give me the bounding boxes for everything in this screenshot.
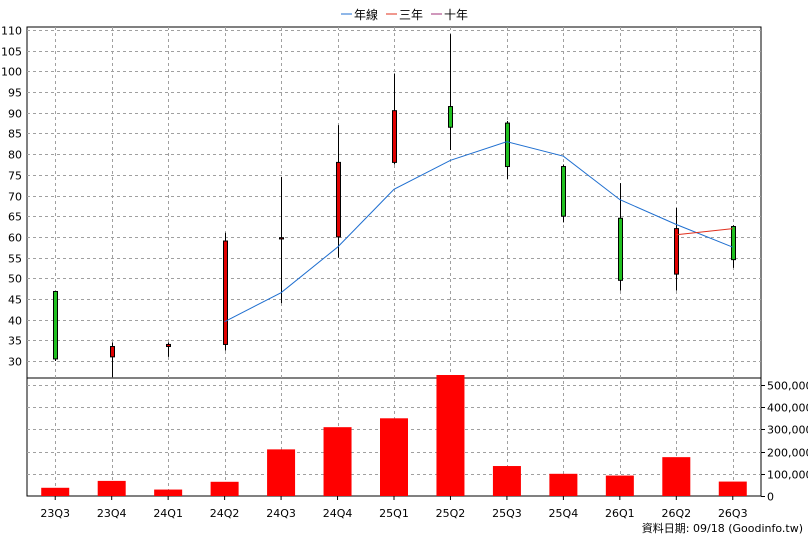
volume-bar — [267, 449, 296, 496]
price-axis: 30 35 40 45 50 55 60 65 70 75 80 85 90 95 100 105 110 — [1, 25, 22, 369]
volume-bar — [605, 475, 634, 496]
price-tick-label: 35 — [8, 335, 22, 348]
volume-bar — [210, 481, 239, 496]
x-tick-label: 24Q1 — [153, 507, 183, 520]
volume-bar — [380, 418, 408, 496]
x-tick-label: 25Q4 — [549, 507, 579, 520]
price-tick-label: 75 — [8, 170, 22, 183]
price-tick-label: 65 — [8, 211, 22, 224]
candle-body — [505, 122, 510, 168]
volume-tick-label: 400,000 — [767, 402, 808, 415]
candle-body — [448, 106, 453, 128]
volume-tick-label: 0 — [767, 491, 774, 504]
volume-bar — [41, 487, 70, 496]
price-tick-label: 95 — [8, 87, 22, 100]
x-tick-label: 26Q3 — [718, 507, 748, 520]
volume-bar — [154, 489, 183, 496]
x-tick-label: 25Q3 — [492, 507, 522, 520]
price-tick-label: 30 — [8, 356, 22, 369]
volume-bars — [41, 375, 747, 496]
price-tick-label: 70 — [8, 191, 22, 204]
x-tick-label: 25Q1 — [379, 507, 409, 520]
x-tick-label: 25Q2 — [436, 507, 466, 520]
price-tick-label: 110 — [1, 25, 22, 38]
volume-bar — [549, 473, 578, 496]
volume-bar — [97, 480, 126, 496]
volume-tick-label: 300,000 — [767, 424, 808, 437]
x-tick-label: 24Q3 — [266, 507, 296, 520]
x-tick-label: 23Q4 — [97, 507, 127, 520]
candle-body — [561, 166, 566, 217]
candle-body — [279, 237, 284, 240]
price-tick-label: 85 — [8, 128, 22, 141]
candle-body — [392, 110, 397, 163]
x-tick-label: 23Q3 — [40, 507, 70, 520]
legend-label-2: 十年 — [444, 8, 468, 22]
price-tick-label: 80 — [8, 149, 22, 162]
volume-axis: 0 100,000 200,000 300,000 400,000 500,000 — [761, 380, 808, 504]
legend: 年線 三年 十年 — [341, 7, 468, 22]
legend-label-1: 三年 — [399, 8, 423, 22]
price-tick-label: 40 — [8, 315, 22, 328]
x-tick-label: 26Q1 — [605, 507, 635, 520]
moving-average-lines — [224, 141, 733, 323]
legend-label-0: 年線 — [354, 7, 378, 22]
candle-body — [618, 217, 623, 281]
volume-tick-label: 100,000 — [767, 469, 808, 482]
candle-body — [166, 343, 171, 348]
series-line-0 — [224, 141, 733, 323]
volume-bar — [662, 457, 691, 496]
series-line-1 — [676, 228, 733, 236]
volume-bar — [492, 466, 521, 496]
price-tick-label: 60 — [8, 232, 22, 245]
price-tick-label: 100 — [1, 66, 22, 79]
x-tick-label: 24Q4 — [323, 507, 353, 520]
volume-bar — [436, 375, 465, 496]
candlesticks — [53, 34, 736, 378]
x-tick-label: 24Q2 — [210, 507, 240, 520]
candle-body — [53, 290, 58, 360]
price-tick-label: 45 — [8, 294, 22, 307]
candle-body — [674, 228, 679, 275]
x-tick-label: 26Q2 — [661, 507, 691, 520]
volume-bar — [718, 481, 747, 496]
price-tick-label: 105 — [1, 46, 22, 59]
volume-tick-label: 200,000 — [767, 447, 808, 460]
x-axis: 23Q3 23Q4 24Q1 24Q2 24Q3 24Q4 25Q1 25Q2 25Q3 25Q4… — [40, 496, 748, 520]
candle-body — [336, 161, 341, 238]
candle-body — [110, 346, 115, 358]
price-tick-label: 55 — [8, 253, 22, 266]
volume-bar — [323, 427, 352, 496]
candle-body — [731, 226, 736, 261]
candle-body — [223, 240, 228, 345]
volume-tick-label: 500,000 — [767, 380, 808, 393]
data-date-footer: 資料日期: 09/18 (Goodinfo.tw) — [642, 521, 803, 535]
price-tick-label: 50 — [8, 273, 22, 286]
price-tick-label: 90 — [8, 108, 22, 121]
